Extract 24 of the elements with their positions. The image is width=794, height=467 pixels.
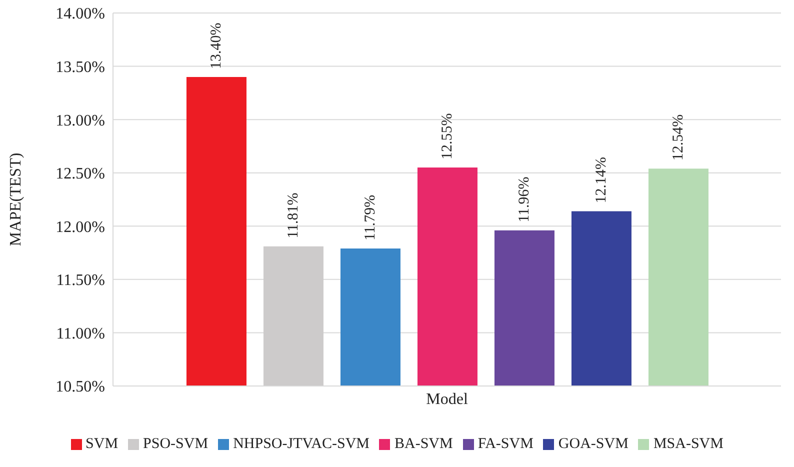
y-tick-label: 13.50% (56, 58, 105, 76)
data-label: 11.81% (285, 192, 302, 238)
legend-label: PSO-SVM (143, 436, 208, 452)
y-tick-label: 13.00% (56, 112, 105, 130)
legend-label: FA-SVM (478, 436, 534, 452)
x-axis-title: Model (426, 391, 468, 408)
legend-label: NHPSO-JTVAC-SVM (233, 436, 370, 452)
y-tick-label: 11.50% (56, 272, 105, 290)
legend-label: SVM (86, 436, 118, 452)
data-label: 11.96% (516, 176, 532, 222)
y-axis-title: MAPE(TEST) (8, 152, 25, 246)
data-label: 12.55% (439, 113, 456, 160)
data-label: 12.14% (593, 156, 610, 204)
legend-label: BA-SVM (394, 436, 453, 452)
y-tick-label: 12.50% (56, 166, 105, 183)
y-tick-label: 12.00% (56, 218, 105, 236)
data-label: 13.40% (208, 22, 224, 69)
legend-label: GOA-SVM (558, 436, 628, 452)
y-tick-label: 11.00% (56, 325, 105, 342)
y-tick-label: 10.50% (56, 378, 105, 396)
data-label: 11.79% (362, 194, 378, 241)
legend-label: MSA-SVM (653, 436, 724, 452)
y-tick-label: 14.00% (56, 6, 105, 23)
data-label: 12.54% (670, 114, 686, 161)
